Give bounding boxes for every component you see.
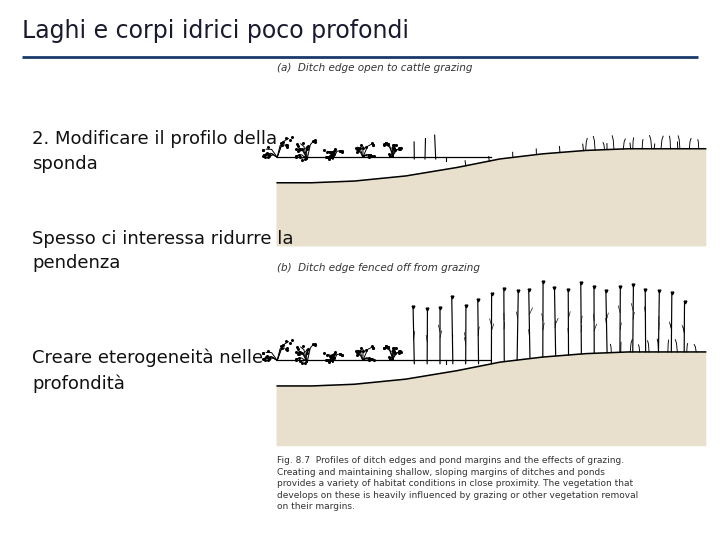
Polygon shape <box>277 352 706 446</box>
Text: Fig. 8.7  Profiles of ditch edges and pond margins and the effects of grazing.
C: Fig. 8.7 Profiles of ditch edges and pon… <box>277 456 639 511</box>
Text: (b)  Ditch edge fenced off from grazing: (b) Ditch edge fenced off from grazing <box>277 262 480 273</box>
Text: (a)  Ditch edge open to cattle grazing: (a) Ditch edge open to cattle grazing <box>277 63 473 73</box>
Polygon shape <box>277 148 706 246</box>
Text: Creare eterogeneità nelle
profondità: Creare eterogeneità nelle profondità <box>32 348 264 393</box>
Text: Spesso ci interessa ridurre la
pendenza: Spesso ci interessa ridurre la pendenza <box>32 230 294 273</box>
Text: 2. Modificare il profilo della
sponda: 2. Modificare il profilo della sponda <box>32 130 277 173</box>
Text: Laghi e corpi idrici poco profondi: Laghi e corpi idrici poco profondi <box>22 19 409 43</box>
